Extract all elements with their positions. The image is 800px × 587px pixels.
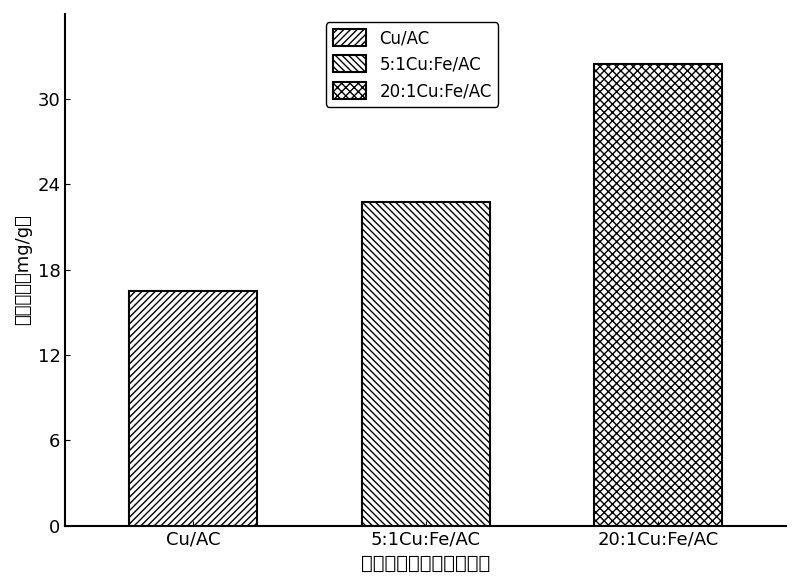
Legend: Cu/AC, 5:1Cu:Fe/AC, 20:1Cu:Fe/AC: Cu/AC, 5:1Cu:Fe/AC, 20:1Cu:Fe/AC [326, 22, 498, 107]
Bar [594, 63, 722, 526]
X-axis label: 负载不同活性组分吸附剂: 负载不同活性组分吸附剂 [361, 554, 490, 573]
Bar [130, 291, 257, 526]
Y-axis label: 吸附容量（mg/g）: 吸附容量（mg/g） [14, 214, 32, 325]
Bar [362, 201, 490, 526]
